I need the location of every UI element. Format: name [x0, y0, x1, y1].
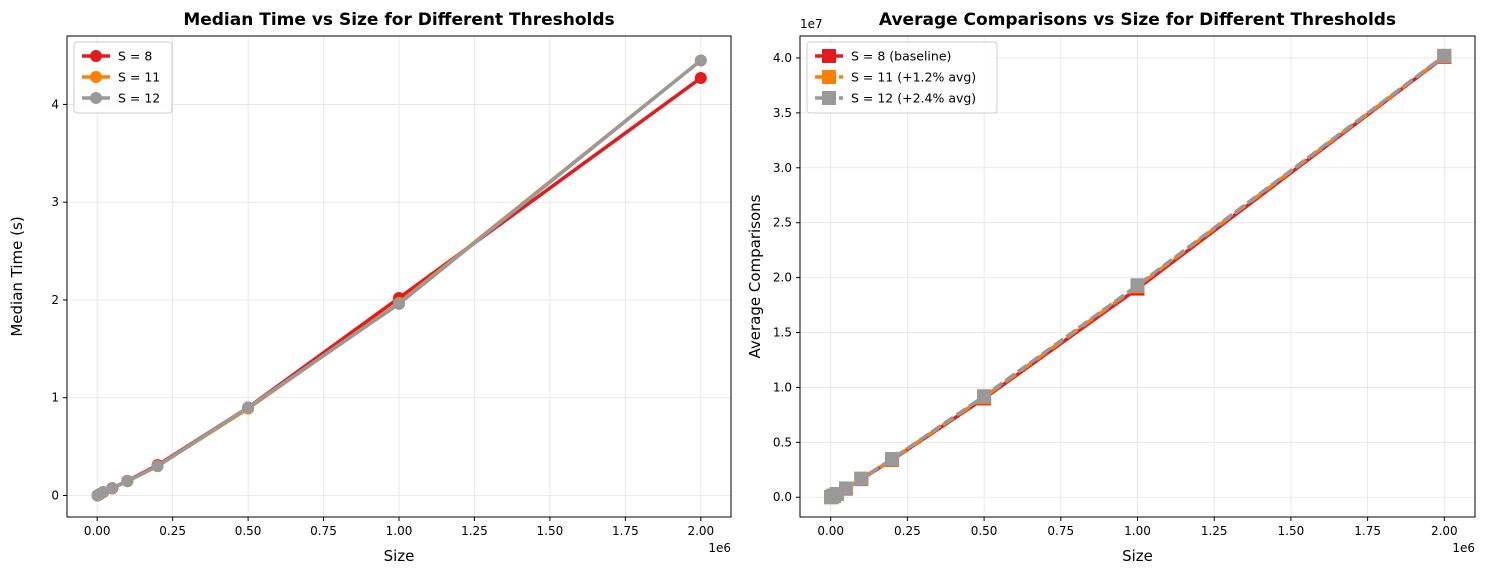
y-tick-label: 1.0 — [773, 380, 792, 394]
legend-marker — [90, 92, 102, 104]
y-tick-label: 2.5 — [773, 216, 792, 230]
y-tick-label: 2 — [51, 293, 59, 307]
x-tick-label: 1.25 — [461, 524, 488, 538]
y-tick-label: 4 — [51, 97, 59, 111]
data-point — [121, 475, 134, 488]
x-tick-label: 1.00 — [1124, 524, 1151, 538]
x-tick-label: 1.50 — [1278, 524, 1305, 538]
x-tick-label: 0.25 — [894, 524, 921, 538]
y-tick-label: 0 — [51, 488, 59, 502]
x-tick-label: 0.75 — [1047, 524, 1074, 538]
data-point — [106, 482, 119, 495]
x-axis-label: Size — [384, 547, 415, 565]
x-tick-label: 0.00 — [84, 524, 111, 538]
y-tick-label: 3.0 — [773, 161, 792, 175]
y-tick-label: 3.5 — [773, 106, 792, 120]
x-tick-label: 1.75 — [1354, 524, 1381, 538]
y-tick-label: 2.0 — [773, 271, 792, 285]
legend-label: S = 11 (+1.2% avg) — [851, 70, 976, 85]
legend-marker — [822, 91, 836, 105]
chart-title: Average Comparisons vs Size for Differen… — [879, 10, 1396, 30]
y-tick-label: 1 — [51, 391, 59, 405]
x-tick-label: 0.50 — [971, 524, 998, 538]
data-point — [885, 452, 900, 467]
data-point — [1437, 48, 1452, 63]
legend-marker — [822, 49, 836, 63]
x-tick-label: 1.00 — [386, 524, 413, 538]
legend-label: S = 12 (+2.4% avg) — [851, 91, 976, 106]
y-multiplier-label: 1e7 — [800, 17, 823, 31]
x-axis-label: Size — [1122, 547, 1153, 565]
y-tick-label: 0.5 — [773, 435, 792, 449]
legend-box — [806, 41, 998, 114]
chart-title: Median Time vs Size for Different Thresh… — [183, 10, 614, 30]
legend-label: S = 11 — [118, 70, 160, 85]
legend-marker — [822, 70, 836, 84]
legend: S = 8 S = 11 S = 12 — [73, 41, 173, 114]
legend-label: S = 12 — [118, 91, 160, 106]
legend-label: S = 8 (baseline) — [851, 49, 951, 64]
legend-marker — [90, 71, 102, 83]
data-point — [151, 460, 164, 473]
y-axis-label: Average Comparisons — [746, 194, 764, 358]
data-point — [1130, 278, 1145, 293]
data-point — [694, 54, 707, 67]
y-tick-label: 0.0 — [773, 490, 792, 504]
x-tick-label: 0.25 — [159, 524, 186, 538]
data-point — [977, 389, 992, 404]
x-tick-label: 1.75 — [612, 524, 639, 538]
x-tick-label: 1.50 — [537, 524, 564, 538]
median-time-chart: 0.00 0.25 0.50 0.75 1.00 1.25 1.50 1.75 2.00 0 1 2 3… — [8, 10, 732, 565]
data-point — [393, 297, 405, 310]
x-multiplier-label: 1e6 — [708, 541, 731, 555]
x-tick-label: 2.00 — [687, 524, 714, 538]
x-multiplier-label: 1e6 — [1452, 541, 1475, 555]
y-tick-label: 1.5 — [773, 326, 792, 340]
y-axis-label: Median Time (s) — [8, 216, 26, 336]
x-tick-label: 1.25 — [1201, 524, 1228, 538]
legend-label: S = 8 — [118, 49, 152, 64]
legend: S = 8 (baseline) S = 11 (+1.2% avg) S = 12… — [806, 41, 998, 114]
legend-marker — [90, 50, 102, 62]
series-group — [91, 54, 707, 502]
data-point — [694, 72, 707, 85]
data-point — [839, 481, 854, 496]
average-comparisons-chart: 0.00 0.25 0.50 0.75 1.00 1.25 1.50 1.75 2.00 0.0 0… — [746, 10, 1476, 565]
x-tick-label: 0.75 — [310, 524, 337, 538]
y-tick-label: 4.0 — [773, 51, 792, 65]
series-group — [823, 48, 1452, 505]
data-point — [97, 486, 110, 499]
data-point — [854, 471, 869, 486]
y-tick-label: 3 — [51, 195, 59, 209]
data-point — [242, 401, 255, 414]
x-tick-label: 2.00 — [1431, 524, 1458, 538]
x-tick-label: 0.00 — [817, 524, 844, 538]
x-tick-label: 0.50 — [235, 524, 262, 538]
